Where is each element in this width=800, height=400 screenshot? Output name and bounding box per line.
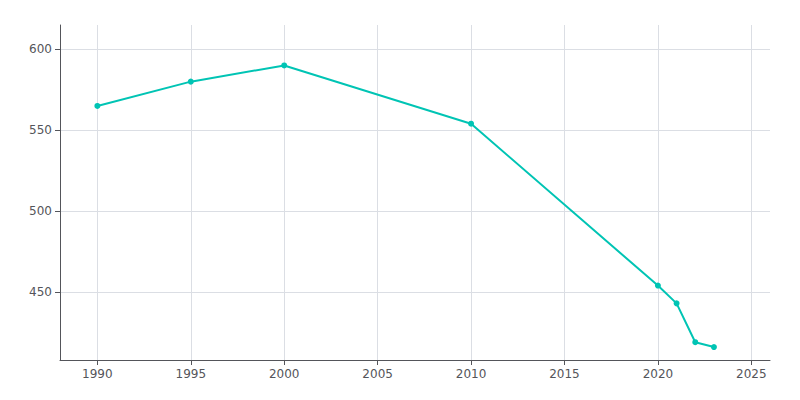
svg-text:2015: 2015 xyxy=(549,367,580,381)
svg-text:2020: 2020 xyxy=(643,367,674,381)
svg-text:550: 550 xyxy=(29,123,52,137)
svg-text:600: 600 xyxy=(29,42,52,56)
svg-text:450: 450 xyxy=(29,285,52,299)
svg-text:1995: 1995 xyxy=(176,367,207,381)
svg-text:2025: 2025 xyxy=(736,367,767,381)
svg-text:500: 500 xyxy=(29,204,52,218)
svg-text:1990: 1990 xyxy=(82,367,113,381)
svg-text:2010: 2010 xyxy=(456,367,487,381)
svg-text:2000: 2000 xyxy=(269,367,300,381)
svg-text:2005: 2005 xyxy=(362,367,393,381)
